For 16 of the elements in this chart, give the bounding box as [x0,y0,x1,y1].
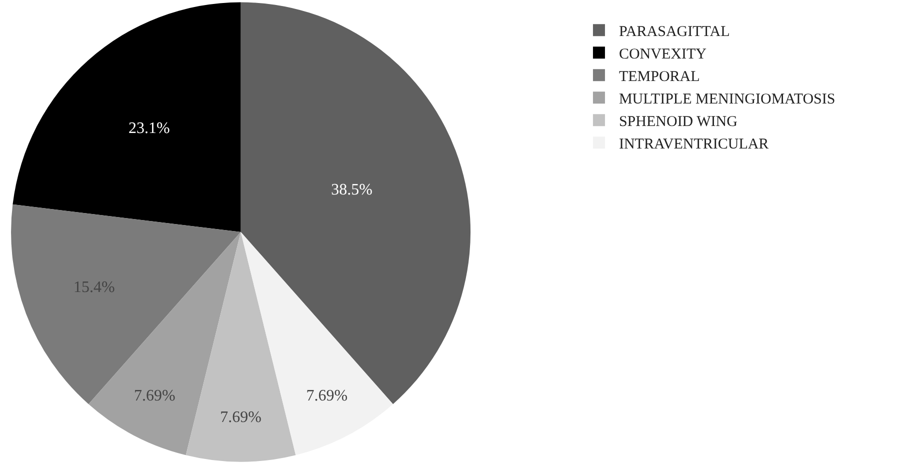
legend-label: CONVEXITY [618,46,707,63]
data-label: 7.69% [220,408,262,426]
pie-slice [11,204,241,404]
legend-label: TEMPORAL [618,69,700,86]
legend-label: PARASAGITTAL [618,24,730,40]
pie-slice [12,2,241,232]
data-label: 15.4% [73,279,115,296]
pie-slice [186,232,296,462]
legend-label: SPHENOID WING [618,114,738,130]
data-label: 7.69% [134,388,176,405]
data-label: 23.1% [128,120,170,138]
data-label: 38.5% [331,181,372,198]
legend-label: MULTIPLE MENINGIOMATOSIS [618,92,836,108]
legend-label: INTRAVENTRICULAR [618,136,769,153]
data-label: 7.69% [306,388,348,405]
pie-slice [240,2,470,404]
